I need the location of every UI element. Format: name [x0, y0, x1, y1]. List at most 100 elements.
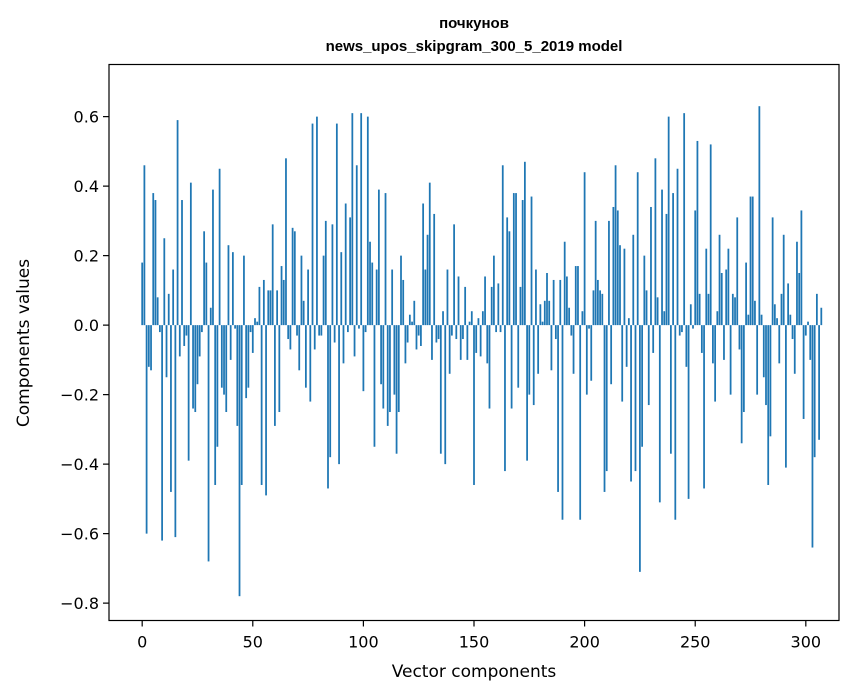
bar-142 [455, 325, 458, 340]
bar-77 [311, 123, 314, 326]
y-tick-label: 0.4 [74, 177, 99, 196]
bar-56 [265, 325, 267, 496]
bar-181 [541, 321, 544, 326]
bar-161 [497, 283, 500, 326]
bar-179 [537, 325, 540, 374]
bar-246 [685, 325, 688, 367]
bar-221 [630, 325, 632, 482]
bar-106 [375, 269, 378, 326]
bar-237 [665, 213, 668, 326]
bar-203 [590, 325, 593, 381]
bar-43 [236, 325, 239, 426]
bar-112 [389, 325, 391, 413]
bar-50 [251, 325, 254, 353]
bar-168 [512, 193, 515, 326]
bar-265 [727, 248, 730, 326]
bar-227 [643, 255, 646, 326]
bar-121 [408, 314, 411, 326]
bar-14 [172, 269, 175, 326]
bar-144 [459, 325, 462, 360]
bar-213 [612, 206, 615, 326]
bar-103 [369, 241, 371, 326]
bar-229 [647, 325, 650, 406]
bar-32 [212, 189, 214, 326]
bar-176 [530, 196, 533, 326]
chart-subtitle: news_upos_skipgram_300_5_2019 model [326, 38, 623, 55]
y-tick-label: 0.6 [74, 108, 99, 127]
bar-128 [424, 269, 427, 326]
bar-149 [470, 311, 473, 326]
bar-40 [229, 325, 232, 360]
bar-207 [599, 290, 601, 326]
bar-27 [201, 325, 203, 333]
bar-87 [333, 325, 336, 343]
bar-154 [481, 311, 484, 326]
bar-11 [165, 325, 168, 378]
bar-223 [634, 325, 637, 472]
bar-62 [278, 325, 281, 413]
bar-36 [220, 325, 223, 388]
bar-215 [616, 210, 619, 326]
bar-31 [209, 307, 212, 326]
bar-208 [601, 293, 604, 326]
bar-12 [167, 293, 170, 326]
bar-95 [351, 113, 354, 326]
bar-282 [765, 325, 767, 406]
bar-114 [393, 325, 396, 395]
bar-232 [654, 158, 657, 326]
bar-195 [572, 325, 575, 374]
bar-118 [402, 279, 405, 326]
bar-216 [619, 245, 621, 326]
bar-167 [510, 325, 513, 409]
bar-236 [663, 311, 666, 326]
bar-298 [800, 210, 803, 326]
bar-90 [340, 252, 343, 326]
bar-141 [453, 224, 455, 326]
bar-220 [627, 318, 630, 326]
bar-250 [694, 210, 697, 326]
bar-235 [661, 189, 663, 326]
bar-253 [700, 325, 703, 353]
bar-197 [577, 266, 579, 326]
bar-60 [274, 325, 276, 426]
bar-302 [809, 325, 812, 360]
bar-305 [815, 293, 818, 326]
bar-152 [477, 318, 480, 326]
bar-88 [335, 123, 338, 326]
plot-area-frame [108, 63, 840, 622]
bar-120 [406, 325, 409, 343]
bar-143 [457, 276, 460, 326]
bar-135 [439, 325, 442, 454]
x-tick-label: 0 [137, 633, 147, 652]
bar-177 [532, 325, 535, 406]
bar-0 [141, 262, 144, 326]
bar-107 [377, 189, 380, 326]
bar-185 [550, 325, 553, 371]
bar-58 [269, 290, 272, 326]
y-axis-ticks: −0.8 −0.6 −0.4 −0.2 0.0 0.2 0.4 0.6 [60, 108, 109, 613]
bar-164 [504, 325, 506, 472]
bar-71 [298, 325, 301, 371]
bar-138 [446, 269, 449, 326]
bar-28 [203, 231, 206, 326]
bar-196 [574, 266, 577, 326]
bar-279 [758, 106, 761, 326]
bar-137 [444, 325, 447, 465]
bar-228 [645, 290, 648, 326]
bar-170 [517, 325, 520, 388]
bar-254 [703, 325, 705, 489]
bar-4 [150, 325, 152, 371]
bar-54 [260, 325, 263, 485]
bar-200 [583, 172, 586, 326]
bar-24 [194, 325, 197, 413]
bar-241 [674, 325, 677, 520]
bar-91 [342, 325, 345, 364]
y-axis-label: Components values [14, 259, 34, 427]
bar-99 [360, 113, 363, 326]
bar-258 [712, 325, 714, 364]
bar-166 [508, 231, 511, 326]
bar-156 [486, 325, 489, 364]
bar-33 [214, 325, 217, 485]
bar-38 [225, 325, 228, 413]
